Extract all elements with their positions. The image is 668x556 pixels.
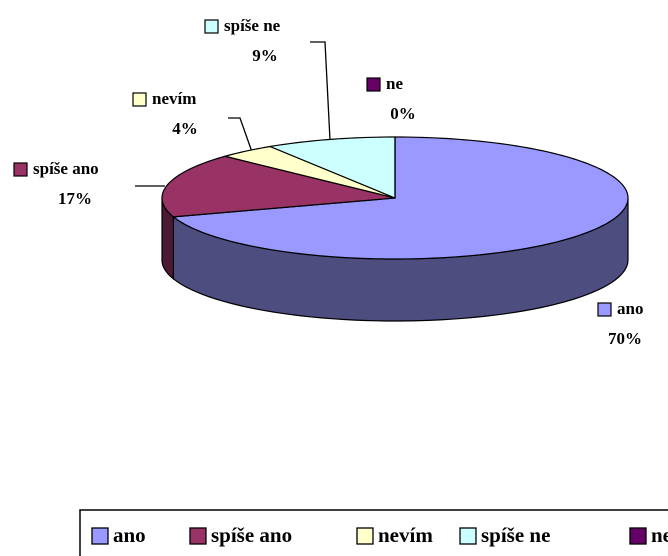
legend-swatch — [629, 527, 647, 545]
slice — [161, 155, 396, 218]
leader-line — [310, 41, 331, 141]
legend-swatch — [356, 527, 374, 545]
legend-label: ano — [113, 523, 146, 547]
legend-box — [79, 509, 668, 556]
legend-swatch — [91, 527, 109, 545]
label-swatch — [204, 19, 219, 34]
category-label: spíše ano — [33, 159, 99, 178]
slice — [267, 136, 396, 199]
value-label: 9% — [252, 46, 278, 65]
legend-label: ne — [651, 523, 668, 547]
value-label: 4% — [172, 119, 198, 138]
leader-line — [228, 117, 253, 153]
category-label: nevím — [152, 89, 196, 108]
value-label: 17% — [58, 189, 92, 208]
slice — [171, 136, 629, 260]
legend-label: spíše ne — [481, 523, 550, 547]
category-label: spíše ne — [224, 16, 281, 35]
legend-label: spíše ano — [211, 523, 292, 547]
label-swatch — [366, 77, 381, 92]
label-swatch — [597, 302, 612, 317]
slice — [222, 145, 396, 199]
category-label: ano — [617, 299, 643, 318]
category-label: ne — [386, 74, 403, 93]
value-label: 70% — [608, 329, 642, 348]
label-swatch — [132, 92, 147, 107]
label-swatch — [13, 162, 28, 177]
legend-label: nevím — [378, 523, 433, 547]
legend-swatch — [189, 527, 207, 545]
value-label: 0% — [390, 104, 416, 123]
legend-swatch — [459, 527, 477, 545]
